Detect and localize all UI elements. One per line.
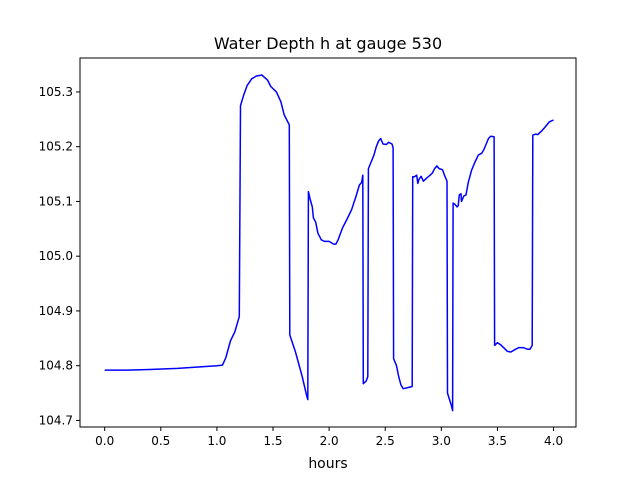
y-tick-label: 104.9 (39, 304, 73, 318)
x-tick-label: 3.0 (432, 434, 451, 448)
x-tick-label: 0.0 (95, 434, 114, 448)
y-tick-label: 104.7 (39, 413, 73, 427)
chart-title: Water Depth h at gauge 530 (214, 34, 442, 53)
x-tick-label: 1.5 (263, 434, 282, 448)
x-tick-label: 4.0 (544, 434, 563, 448)
plot-area: 0.0 0.5 1.0 1.5 2.0 2.5 3.0 3.5 4.0 104.7 104.8 104… (39, 57, 577, 448)
series-line-0 (104, 74, 554, 412)
x-tick-label: 3.5 (488, 434, 507, 448)
x-tick-label: 0.5 (151, 434, 170, 448)
y-tick-label: 105.2 (39, 140, 73, 154)
y-tick-label: 104.8 (39, 359, 73, 373)
x-tick-label: 2.5 (376, 434, 395, 448)
y-tick-label: 105.0 (39, 249, 73, 263)
y-tick-label: 105.1 (39, 194, 73, 208)
y-tick-label: 105.3 (39, 85, 73, 99)
axes-frame (79, 57, 577, 428)
x-axis-label: hours (308, 456, 347, 472)
x-tick-label: 2.0 (320, 434, 339, 448)
x-tick-label: 1.0 (207, 434, 226, 448)
